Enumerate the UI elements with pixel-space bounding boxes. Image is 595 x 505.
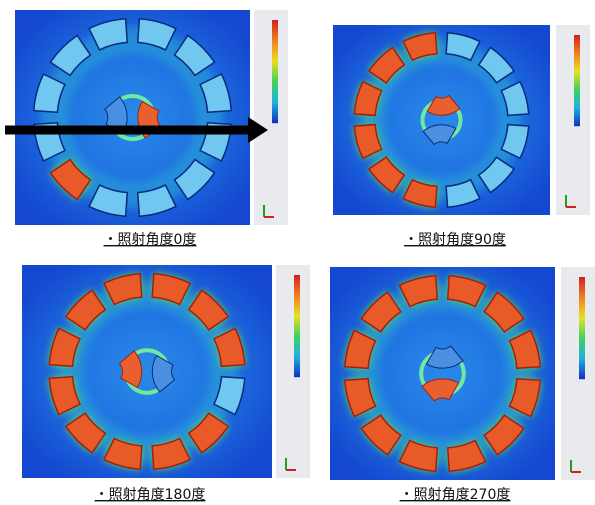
field-halo: [41, 26, 224, 209]
hot-segment: [446, 275, 487, 308]
inner-blade: [425, 345, 464, 369]
hot-segment: [402, 31, 438, 62]
caption: ・照射角度0度: [104, 232, 197, 248]
hot-segment: [102, 437, 143, 470]
hot-segment: [483, 291, 525, 333]
caption: ・照射角度180度: [95, 487, 206, 503]
cold-segment: [500, 123, 530, 160]
cold-segment: [136, 184, 177, 218]
inner-blade: [118, 350, 143, 389]
inner-blade: [104, 96, 128, 135]
hot-segment: [151, 273, 192, 306]
colorbar: [272, 20, 278, 124]
hot-segment: [402, 178, 438, 209]
colorbar-frame: [556, 25, 590, 215]
cold-segment: [477, 156, 516, 194]
colorbar-frame: [276, 265, 310, 478]
hot-segment: [48, 375, 82, 416]
arrow-head: [248, 117, 268, 143]
hot-segment: [151, 437, 192, 470]
inner-blade: [422, 124, 457, 146]
colorbar-frame: [254, 10, 288, 225]
hot-segment: [360, 291, 402, 333]
hot-segment: [64, 289, 107, 331]
cold-segment: [136, 17, 177, 51]
colorbar: [574, 35, 580, 127]
colorbar-frame: [561, 267, 595, 480]
cold-segment: [212, 375, 246, 416]
cold-segment: [477, 46, 516, 84]
hot-segment: [212, 327, 246, 368]
hot-segment: [483, 414, 525, 456]
inner-blade: [426, 94, 461, 116]
inner-blade: [151, 354, 176, 393]
hot-segment: [360, 414, 402, 456]
hot-segment: [353, 123, 383, 160]
hot-segment: [398, 439, 439, 472]
hot-segment: [367, 46, 406, 84]
inner-blade: [421, 378, 460, 402]
hot-segment: [187, 289, 230, 331]
cold-segment: [173, 158, 216, 201]
cold-segment: [500, 80, 530, 117]
field-halo: [57, 281, 237, 462]
caption: ・照射角度270度: [400, 487, 511, 503]
hot-segment: [344, 377, 377, 418]
cold-segment: [199, 73, 233, 114]
caption: ・照射角度90度: [404, 232, 506, 248]
hot-segment: [398, 275, 439, 308]
field-halo: [352, 283, 533, 464]
cold-segment: [88, 184, 129, 218]
hot-segment: [367, 156, 406, 194]
hot-segment: [49, 158, 92, 201]
cold-segment: [32, 73, 66, 114]
hot-segment: [48, 327, 82, 368]
hot-segment: [353, 80, 383, 117]
cold-segment: [173, 34, 216, 77]
field-halo: [361, 39, 522, 201]
hot-segment: [508, 329, 541, 370]
hot-segment: [64, 412, 107, 454]
colorbar: [579, 277, 585, 380]
hot-segment: [344, 329, 377, 370]
hot-segment: [187, 412, 230, 454]
cold-segment: [88, 17, 129, 51]
hot-segment: [446, 439, 487, 472]
colorbar: [294, 275, 300, 378]
hot-segment: [508, 377, 541, 418]
hot-segment: [102, 273, 143, 306]
cold-segment: [49, 34, 92, 77]
cold-segment: [445, 178, 481, 209]
cold-segment: [445, 31, 481, 62]
